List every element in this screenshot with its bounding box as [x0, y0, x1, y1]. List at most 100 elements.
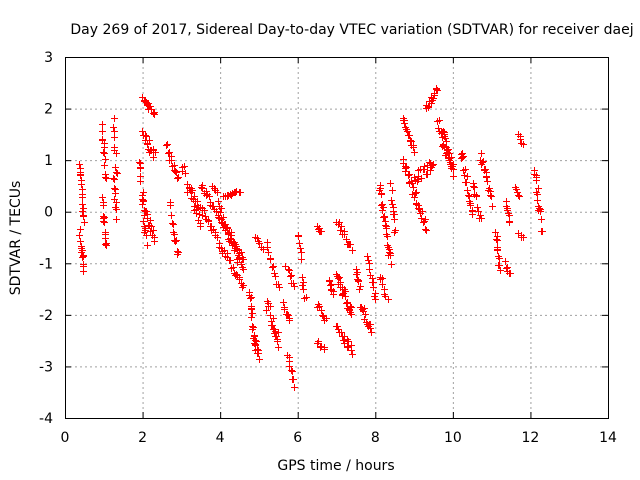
data-point: [422, 226, 429, 233]
data-point: [144, 211, 151, 218]
data-point: [418, 215, 425, 222]
data-point: [535, 185, 542, 192]
data-point: [477, 212, 484, 219]
data-point: [291, 384, 298, 391]
data-point: [147, 103, 154, 110]
data-point: [326, 277, 333, 284]
data-point: [175, 174, 182, 181]
data-point: [199, 185, 206, 192]
data-point: [488, 193, 495, 200]
data-point: [298, 249, 305, 256]
data-point: [276, 284, 283, 291]
data-point: [210, 203, 217, 210]
data-point: [238, 249, 245, 256]
data-point: [267, 256, 274, 263]
data-point: [269, 322, 276, 329]
data-point: [275, 344, 282, 351]
data-point: [384, 233, 391, 240]
data-point: [379, 201, 386, 208]
data-point: [362, 311, 369, 318]
data-point: [463, 179, 470, 186]
y-tick-label: 0: [44, 205, 53, 221]
data-point: [318, 307, 325, 314]
data-point: [415, 202, 422, 209]
data-point: [334, 323, 341, 330]
data-point: [237, 189, 244, 196]
data-point: [297, 245, 304, 252]
data-point: [230, 240, 237, 247]
data-point: [252, 341, 259, 348]
data-point: [182, 170, 189, 177]
data-point: [496, 255, 503, 262]
data-point: [336, 274, 343, 281]
data-point: [206, 193, 213, 200]
data-point: [372, 296, 379, 303]
data-point: [436, 117, 443, 124]
data-point: [492, 229, 499, 236]
data-point: [520, 234, 527, 241]
data-point: [504, 207, 511, 214]
data-point: [103, 242, 110, 249]
data-point: [480, 158, 487, 165]
data-point: [372, 290, 379, 297]
data-point: [140, 218, 147, 225]
data-point: [113, 206, 120, 213]
data-point: [380, 204, 387, 211]
data-point: [112, 164, 119, 171]
data-point: [228, 229, 235, 236]
data-point: [150, 110, 157, 117]
data-point: [443, 144, 450, 151]
chart-title: Day 269 of 2017, Sidereal Day-to-day VTE…: [70, 22, 633, 38]
data-point: [202, 213, 209, 220]
data-point: [201, 207, 208, 214]
data-point: [251, 332, 258, 339]
data-point: [382, 293, 389, 300]
data-point: [76, 232, 83, 239]
data-point: [366, 260, 373, 267]
data-point: [341, 231, 348, 238]
data-point: [497, 267, 504, 274]
data-point: [539, 228, 546, 235]
data-point: [484, 178, 491, 185]
data-point: [387, 252, 394, 259]
data-point: [191, 193, 198, 200]
data-point: [234, 259, 241, 266]
data-point: [299, 282, 306, 289]
data-point: [445, 154, 452, 161]
data-point: [478, 215, 485, 222]
data-point: [295, 233, 302, 240]
data-point: [327, 282, 334, 289]
data-point: [344, 344, 351, 351]
data-point: [272, 328, 279, 335]
data-point: [144, 242, 151, 249]
data-point: [80, 253, 87, 260]
data-point: [240, 256, 247, 263]
data-point: [110, 124, 117, 131]
data-point: [80, 213, 87, 220]
data-point: [282, 263, 289, 270]
data-point: [267, 303, 274, 310]
data-point: [412, 190, 419, 197]
data-point: [377, 185, 384, 192]
data-point: [460, 153, 467, 160]
data-point: [434, 87, 441, 94]
data-point: [514, 189, 521, 196]
data-point: [406, 171, 413, 178]
data-point: [213, 208, 220, 215]
data-point: [289, 368, 296, 375]
data-point: [142, 227, 149, 234]
data-point: [387, 180, 394, 187]
data-point: [169, 220, 176, 227]
y-tick-label: 3: [44, 50, 53, 66]
data-point: [79, 254, 86, 261]
data-point: [248, 314, 255, 321]
data-point: [80, 261, 87, 268]
data-point: [113, 150, 120, 157]
data-point: [113, 216, 120, 223]
data-point: [269, 264, 276, 271]
data-point: [462, 166, 469, 173]
data-point: [218, 205, 225, 212]
data-point: [147, 228, 154, 235]
data-point: [513, 186, 520, 193]
data-point: [274, 338, 281, 345]
